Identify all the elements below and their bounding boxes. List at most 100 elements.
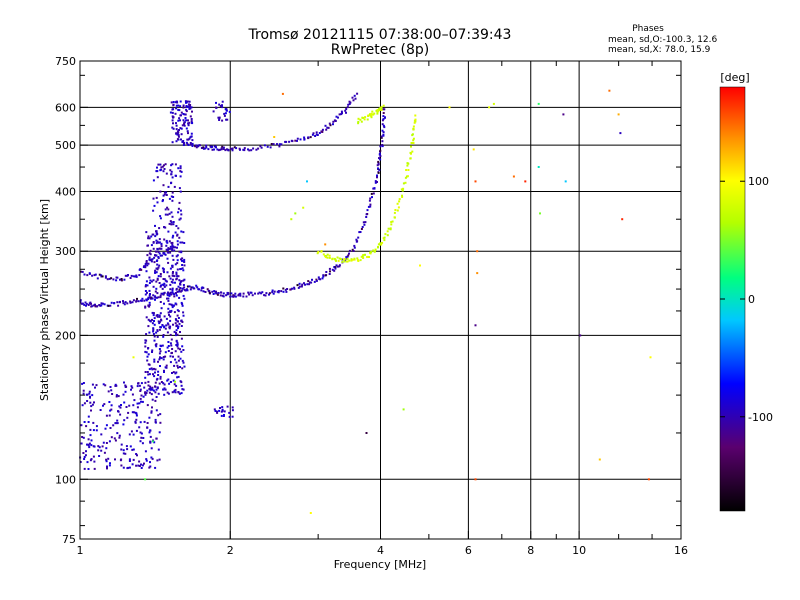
echo-point [163,238,166,241]
echo-point [165,366,168,369]
echo-point [177,207,180,210]
echo-point [161,344,164,347]
echo-point [181,124,184,127]
trace-point [334,266,337,269]
echo-point [169,355,172,358]
echo-point [145,351,148,354]
trace-point [365,216,368,218]
echo-point [169,169,172,172]
trace-point [333,269,336,272]
echo-point [219,105,222,107]
echo-point [217,116,220,119]
echo-point [156,268,159,271]
trace-point [225,294,228,297]
trace-point [324,274,327,277]
echo-point [97,445,100,448]
echo-point [172,304,175,307]
echo-point [102,404,104,407]
trace-point [329,270,331,273]
trace-point [360,228,363,230]
echo-point [175,278,178,281]
trace-point [357,260,360,262]
echo-point [173,249,176,252]
trace-point [81,270,84,273]
echo-point [148,368,151,371]
echo-point [169,325,172,328]
trace-point [303,138,306,141]
trace-point [335,115,338,118]
trace-point [336,256,339,259]
echo-point [185,108,188,111]
echo-point [223,410,226,413]
trace-point [379,158,382,161]
trace-point [379,155,382,158]
trace-point [195,144,198,147]
echo-point [187,138,190,141]
scatter-point [324,243,327,246]
trace-point [322,274,325,277]
echo-point [168,240,171,243]
trace-point [363,118,366,121]
echo-point [179,366,181,368]
trace-point [331,268,334,271]
trace-point [324,124,327,127]
trace-point [184,289,187,292]
echo-point [159,301,162,303]
echo-point [154,385,156,388]
echo-point [162,356,165,358]
trace-point [122,302,125,305]
x-tick-label: 16 [674,544,688,557]
echo-point [122,393,125,396]
echo-point [170,170,173,173]
echo-point [175,104,178,107]
echo-point [147,380,150,383]
trace-point [159,296,162,299]
echo-point [167,392,170,395]
trace-point [376,174,378,177]
echo-point [175,255,178,258]
y-tick-label: 75 [62,533,76,546]
echo-point [169,251,172,254]
echo-point [167,208,170,211]
echo-point [185,110,188,113]
echo-point [182,260,185,263]
trace-point [383,236,386,239]
trace-point [356,92,359,95]
trace-point [372,192,375,195]
echo-point [169,283,172,286]
echo-point [148,304,151,306]
trace-point [389,227,392,230]
x-tick-label: 2 [227,544,234,557]
echo-point [163,393,166,396]
colorbar-tick-label: 0 [748,293,755,306]
echo-point [175,325,178,328]
echo-point [180,127,183,130]
echo-point [83,458,86,460]
echo-point [166,331,169,334]
echo-point [166,379,169,382]
trace-point [340,258,342,261]
trace-point [123,278,126,281]
echo-point [174,263,177,266]
trace-point [364,221,367,224]
echo-point [117,410,119,413]
trace-point [151,297,154,300]
trace-point [315,131,318,134]
trace-point [171,243,174,246]
echo-point [91,403,94,406]
echo-point [178,392,181,395]
trace-point [341,260,344,263]
trace-point [326,256,329,259]
trace-point [268,292,271,295]
trace-point [108,277,111,280]
echo-point [106,465,108,468]
trace-point [257,147,260,150]
echo-point [191,110,193,113]
echo-point [164,208,167,211]
echo-point [170,181,173,184]
echo-point [156,248,159,251]
trace-point [250,149,253,152]
echo-point [163,369,165,372]
echo-point [150,235,153,238]
echo-point [149,279,152,282]
